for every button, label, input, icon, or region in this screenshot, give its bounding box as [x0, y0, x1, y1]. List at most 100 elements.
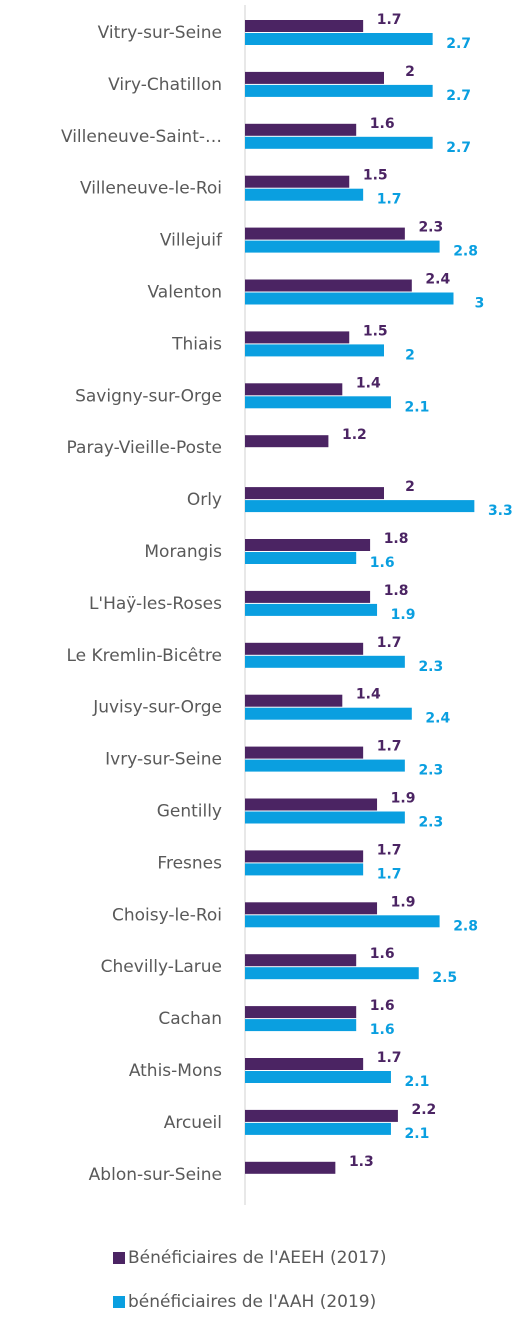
value-label: 2.3 — [418, 659, 443, 675]
value-label: 2 — [405, 479, 415, 495]
value-label: 2.3 — [418, 763, 443, 779]
value-label: 3 — [475, 296, 485, 312]
bar — [245, 759, 405, 772]
category-label: Choisy-le-Roi — [112, 905, 222, 925]
value-label: 1.5 — [363, 168, 388, 184]
value-label: 1.6 — [370, 1022, 395, 1038]
category-label: Villejuif — [160, 231, 223, 251]
value-label: 2.2 — [411, 1102, 436, 1118]
bar — [245, 71, 384, 84]
category-label: Paray-Vieille-Poste — [67, 438, 222, 458]
value-label: 2.7 — [446, 36, 471, 52]
bar — [245, 603, 378, 616]
value-label: 1.8 — [384, 583, 409, 599]
category-label: Chevilly-Larue — [101, 957, 222, 977]
value-label: 1.9 — [391, 791, 416, 807]
bar — [245, 850, 364, 863]
value-label: 2.1 — [405, 399, 430, 415]
bar — [245, 500, 475, 513]
category-label: Fresnes — [157, 853, 222, 873]
category-label: Villeneuve-le-Roi — [80, 179, 222, 199]
bar — [245, 1109, 398, 1122]
value-label: 1.5 — [363, 323, 388, 339]
category-label: Arcueil — [164, 1113, 222, 1133]
category-label: L'Haÿ-les-Roses — [89, 594, 222, 614]
bar — [245, 344, 384, 357]
value-label: 1.7 — [377, 739, 402, 755]
value-label: 2.4 — [425, 272, 450, 288]
category-label: Ablon-sur-Seine — [89, 1165, 222, 1185]
bar — [245, 915, 440, 928]
value-label: 1.6 — [370, 116, 395, 132]
bar — [245, 20, 364, 32]
category-label: Savigny-sur-Orge — [75, 386, 222, 406]
value-label: 1.3 — [349, 1154, 374, 1170]
category-label: Ivry-sur-Seine — [105, 750, 222, 770]
bar — [245, 188, 364, 201]
value-label: 1.7 — [377, 842, 402, 858]
bar — [245, 707, 412, 720]
bar — [245, 84, 433, 97]
value-label: 2.7 — [446, 140, 471, 156]
legend-swatch — [113, 1252, 125, 1264]
category-label: Juvisy-sur-Orge — [92, 698, 222, 718]
bar — [245, 123, 357, 136]
value-label: 2.1 — [405, 1074, 430, 1090]
category-label: Athis-Mons — [129, 1061, 222, 1081]
value-label: 1.4 — [356, 375, 381, 391]
bar — [245, 539, 371, 551]
value-label: 2.3 — [418, 220, 443, 236]
bar — [245, 642, 364, 655]
bar — [245, 292, 454, 305]
value-label: 2.5 — [432, 970, 457, 986]
bar — [245, 1006, 357, 1019]
bar — [245, 240, 440, 253]
category-label: Le Kremlin-Bicêtre — [67, 646, 223, 666]
bar — [245, 1019, 357, 1032]
value-label: 2 — [405, 347, 415, 363]
legend-swatch — [113, 1296, 125, 1308]
value-label: 2.3 — [418, 815, 443, 831]
bar — [245, 227, 405, 240]
category-label: Cachan — [158, 1009, 222, 1029]
bar — [245, 33, 433, 45]
value-label: 1.7 — [377, 12, 402, 28]
category-label: Morangis — [144, 542, 222, 562]
value-label: 1.9 — [391, 607, 416, 623]
bar — [245, 279, 412, 292]
value-label: 1.7 — [377, 866, 402, 882]
value-label: 2.8 — [453, 918, 478, 934]
bar — [245, 175, 350, 188]
value-label: 1.4 — [356, 687, 381, 703]
bar — [245, 954, 357, 967]
value-label: 1.6 — [370, 555, 395, 571]
value-label: 1.6 — [370, 946, 395, 962]
bar — [245, 383, 343, 396]
bar — [245, 1161, 336, 1174]
bar — [245, 1122, 391, 1135]
legend-label: Bénéficiaires de l'AEEH (2017) — [128, 1248, 387, 1268]
bar — [245, 655, 405, 668]
bar — [245, 331, 350, 344]
category-label: Viry-Chatillon — [108, 75, 222, 95]
bar — [245, 396, 391, 409]
value-label: 2.1 — [405, 1126, 430, 1142]
value-label: 2.4 — [425, 711, 450, 727]
value-label: 1.8 — [384, 531, 409, 547]
bar — [245, 552, 357, 564]
value-label: 3.3 — [488, 503, 513, 519]
legend-label: bénéficiaires de l'AAH (2019) — [128, 1292, 376, 1312]
category-label: Villeneuve-Saint-… — [61, 127, 222, 147]
value-label: 1.2 — [342, 427, 367, 443]
value-label: 2 — [405, 64, 415, 80]
category-label: Thiais — [171, 334, 222, 354]
category-label: Orly — [187, 490, 222, 510]
bar — [245, 590, 371, 603]
bar — [245, 967, 419, 980]
bar — [245, 1058, 364, 1070]
bar — [245, 1071, 391, 1083]
category-label: Valenton — [147, 283, 222, 303]
bar — [245, 487, 384, 500]
category-label: Vitry-sur-Seine — [98, 23, 222, 43]
